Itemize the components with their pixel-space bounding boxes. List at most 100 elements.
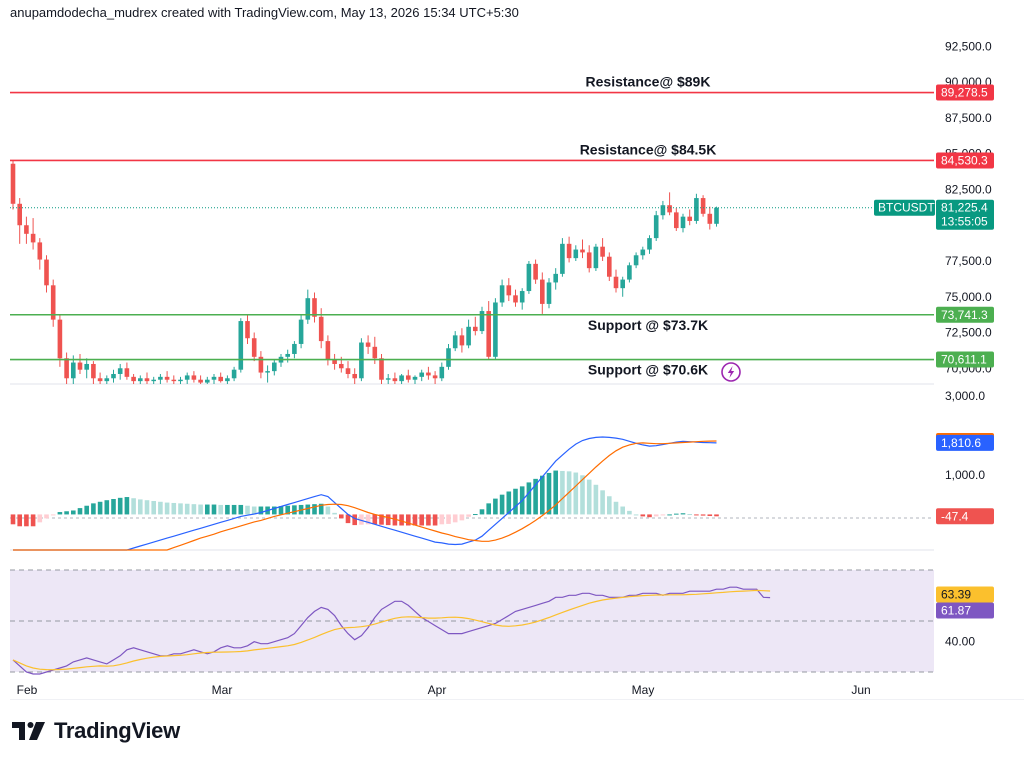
macd-histogram-bar [359,514,364,525]
macd-histogram-bar [124,497,130,515]
candle-body [205,379,210,383]
macd-histogram-bar [714,514,719,517]
price-tick-label: 82,500.0 [945,182,992,196]
macd-histogram-bar [372,514,378,525]
macd-histogram-bar [473,514,478,516]
candle-body [540,279,545,304]
candle-body [392,378,398,382]
candle-body [292,343,297,354]
macd-histogram-bar [406,514,411,526]
macd-value-badge-label: 1,810.6 [941,436,981,450]
macd-histogram-bar [479,509,485,515]
candle-body [211,376,217,380]
chart-credit: anupamdodecha_mudrex created with Tradin… [10,5,519,20]
macd-histogram-bar [513,488,518,515]
symbol-badge-label: BTCUSDT [878,201,935,215]
candle-body [184,375,190,380]
candle-body [365,342,371,347]
candle-body [459,335,465,346]
lightning-icon[interactable] [721,362,741,382]
time-tick-label: Apr [428,683,447,697]
candle-body [91,363,96,379]
macd-histogram-bar [77,508,83,515]
value-badges: 89,278.5 84,530.3 73,741.3 70,611.1 BTCUSDT 8… [874,84,994,619]
resistance-price-badge [936,84,994,101]
candle-body [493,302,498,357]
candle-body [519,291,525,303]
candle-body [138,378,143,382]
histogram-value-badge-label: -47.4 [941,509,969,523]
candle-body [546,282,552,304]
macd-histogram-bar [379,514,384,525]
signal-line [13,440,717,551]
macd-histogram-bar [399,514,404,526]
macd-histogram-bar [660,514,666,516]
candle-body [660,205,666,216]
macd-histogram-bar [138,499,143,515]
macd-histogram-bar [466,514,471,517]
candle-body [151,379,156,382]
candle-body [573,249,579,259]
candle-body [479,311,485,332]
candle-body [251,338,257,357]
price-levels: Resistance@ $89K Resistance@ $84.5K Suppor… [10,74,934,378]
candle-body [97,378,103,382]
tradingview-logo[interactable]: TradingView [12,718,180,744]
candle-body [258,356,264,373]
candle-body [50,285,56,320]
macd-histogram-bar [225,504,230,515]
macd-histogram-bar [653,514,659,517]
candle-body [620,279,625,289]
rsi-value-badge-label: 61.87 [941,603,971,617]
macd-histogram-bar [272,506,277,515]
last-price-label: 81,225.4 [941,201,988,215]
macd-tick-label: 3,000.0 [945,389,985,403]
macd-histogram-bar [325,506,331,515]
candle-body [339,363,344,369]
rsi-ma-value-badge [936,586,994,603]
candle-body [613,276,619,289]
macd-histogram-bar [694,514,699,516]
macd-histogram-bar [84,505,89,515]
candle-body [707,213,713,224]
macd-histogram-bar [493,498,498,515]
candle-body [332,359,337,364]
candlestick-series [10,160,719,384]
support-price-badge-label: 70,611.1 [941,353,987,367]
macd-histogram-bar [258,506,264,515]
resistance-annotation: Resistance@ $84.5K [580,141,717,157]
macd-histogram-bar [24,514,29,527]
macd-histogram-bar [111,499,116,515]
macd-histogram-bar [459,514,465,521]
candle-body [231,369,237,379]
bar-countdown-label: 13:55:05 [941,215,988,229]
macd-line [13,436,717,551]
macd-histogram-bar [392,514,398,526]
candle-body [586,252,592,269]
candle-body [687,216,692,221]
macd-histogram-bar [37,514,43,523]
time-tick-label: May [632,683,655,697]
resistance-price-badge-label: 89,278.5 [941,86,988,100]
macd-histogram-bar [385,514,391,526]
macd-histogram-bar [486,503,491,515]
macd-histogram-bar [211,504,217,515]
candle-body [265,371,270,373]
rsi-line [12,586,771,675]
macd-histogram-bar [30,514,36,527]
macd-histogram-bar [205,504,210,515]
macd-histogram-bar [439,514,445,525]
candle-body [667,205,672,213]
candle-body [71,362,76,379]
candle-body [372,346,378,359]
candle-body [466,326,471,346]
macd-histogram-bar [64,511,69,515]
candle-body [117,368,123,374]
price-tick-label: 75,000.0 [945,290,992,304]
candle-body [24,225,29,234]
candle-body [325,341,331,360]
chart-canvas[interactable]: Resistance@ $89K Resistance@ $84.5K Suppor… [0,0,1024,700]
macd-histogram-bar [700,514,706,516]
candle-body [77,362,83,370]
macd-histogram-bar [50,514,56,516]
